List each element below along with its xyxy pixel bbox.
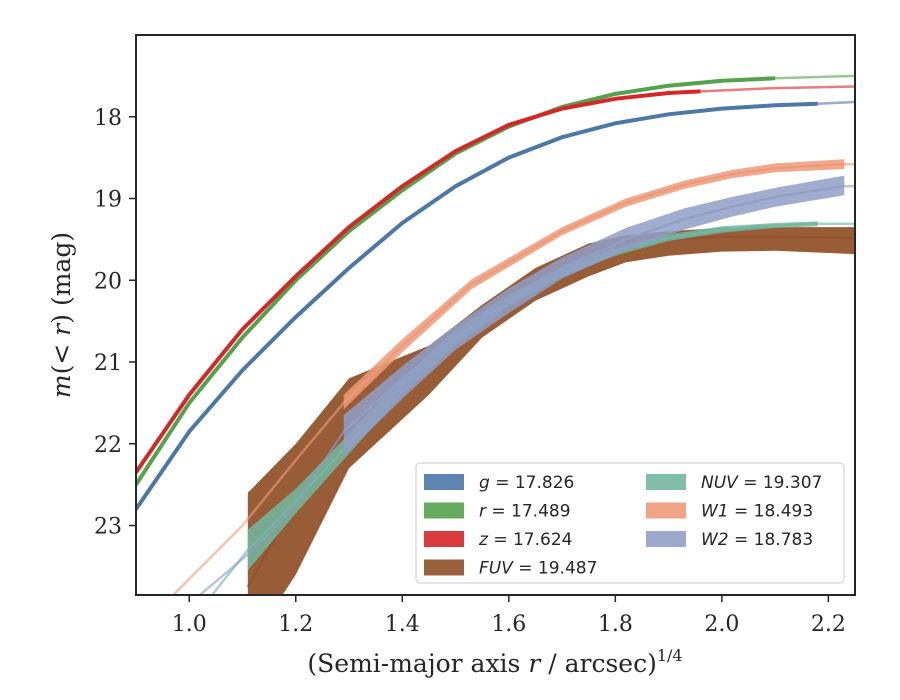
y-tick-label: 20: [94, 269, 122, 294]
x-axis-label: (Semi-major axis r / arcsec)1/4: [307, 646, 682, 678]
x-axis-ticks: 1.0 1.2 1.4 1.6 1.8 2.0 2.2: [172, 595, 846, 637]
w1-data-curve: [343, 163, 845, 404]
legend-label-fuv: FUV = 19.487: [479, 559, 597, 579]
x-tick-label: 1.8: [598, 612, 633, 637]
r-model-curve: [136, 74, 855, 486]
r-data-curve: [136, 76, 776, 486]
legend-label-w1: W1 = 18.493: [701, 502, 813, 522]
x-tick-label: 1.6: [491, 612, 526, 637]
legend: g = 17.826 r = 17.489 z = 17.624 FUV = 19.4…: [415, 462, 845, 584]
series-g: [136, 100, 855, 511]
g-data-curve: [136, 101, 818, 511]
legend-swatch-z: [424, 531, 464, 547]
legend-swatch-g: [424, 474, 464, 490]
legend-box: [415, 462, 845, 584]
legend-swatch-w1: [646, 502, 686, 519]
x-tick-label: 1.4: [385, 612, 420, 637]
y-tick-label: 23: [94, 515, 122, 540]
legend-swatch-w2: [646, 531, 686, 547]
w2-data-curve: [343, 185, 845, 433]
x-tick-label: 2.2: [811, 612, 846, 637]
legend-swatch-fuv: [424, 559, 464, 576]
legend-label-r: r = 17.489: [479, 502, 571, 522]
legend-label-w2: W2 = 18.783: [701, 530, 813, 550]
legend-label-z: z = 17.624: [478, 530, 572, 550]
z-model-curve: [136, 85, 855, 474]
legend-swatch-r: [424, 502, 464, 519]
x-tick-label: 2.0: [704, 612, 739, 637]
legend-label-g: g = 17.826: [479, 473, 574, 493]
legend-swatch-nuv: [646, 474, 686, 490]
x-tick-label: 1.0: [172, 612, 207, 637]
y-tick-label: 21: [94, 351, 122, 376]
series-w2: [199, 175, 855, 595]
y-axis-label: m(< r) (mag): [47, 232, 76, 398]
series-w1: [172, 159, 855, 595]
y-tick-label: 22: [94, 433, 122, 458]
series-z: [136, 85, 855, 474]
y-tick-label: 18: [94, 106, 122, 131]
y-tick-label: 19: [94, 188, 122, 213]
x-tick-label: 1.2: [278, 612, 313, 637]
legend-label-nuv: NUV = 19.307: [701, 473, 822, 493]
series-layer: [136, 74, 855, 595]
series-r: [136, 74, 855, 486]
plot-frame: [135, 34, 856, 596]
z-data-curve: [136, 89, 701, 474]
y-axis-ticks: 18 19 20 21 22 23: [94, 106, 136, 540]
